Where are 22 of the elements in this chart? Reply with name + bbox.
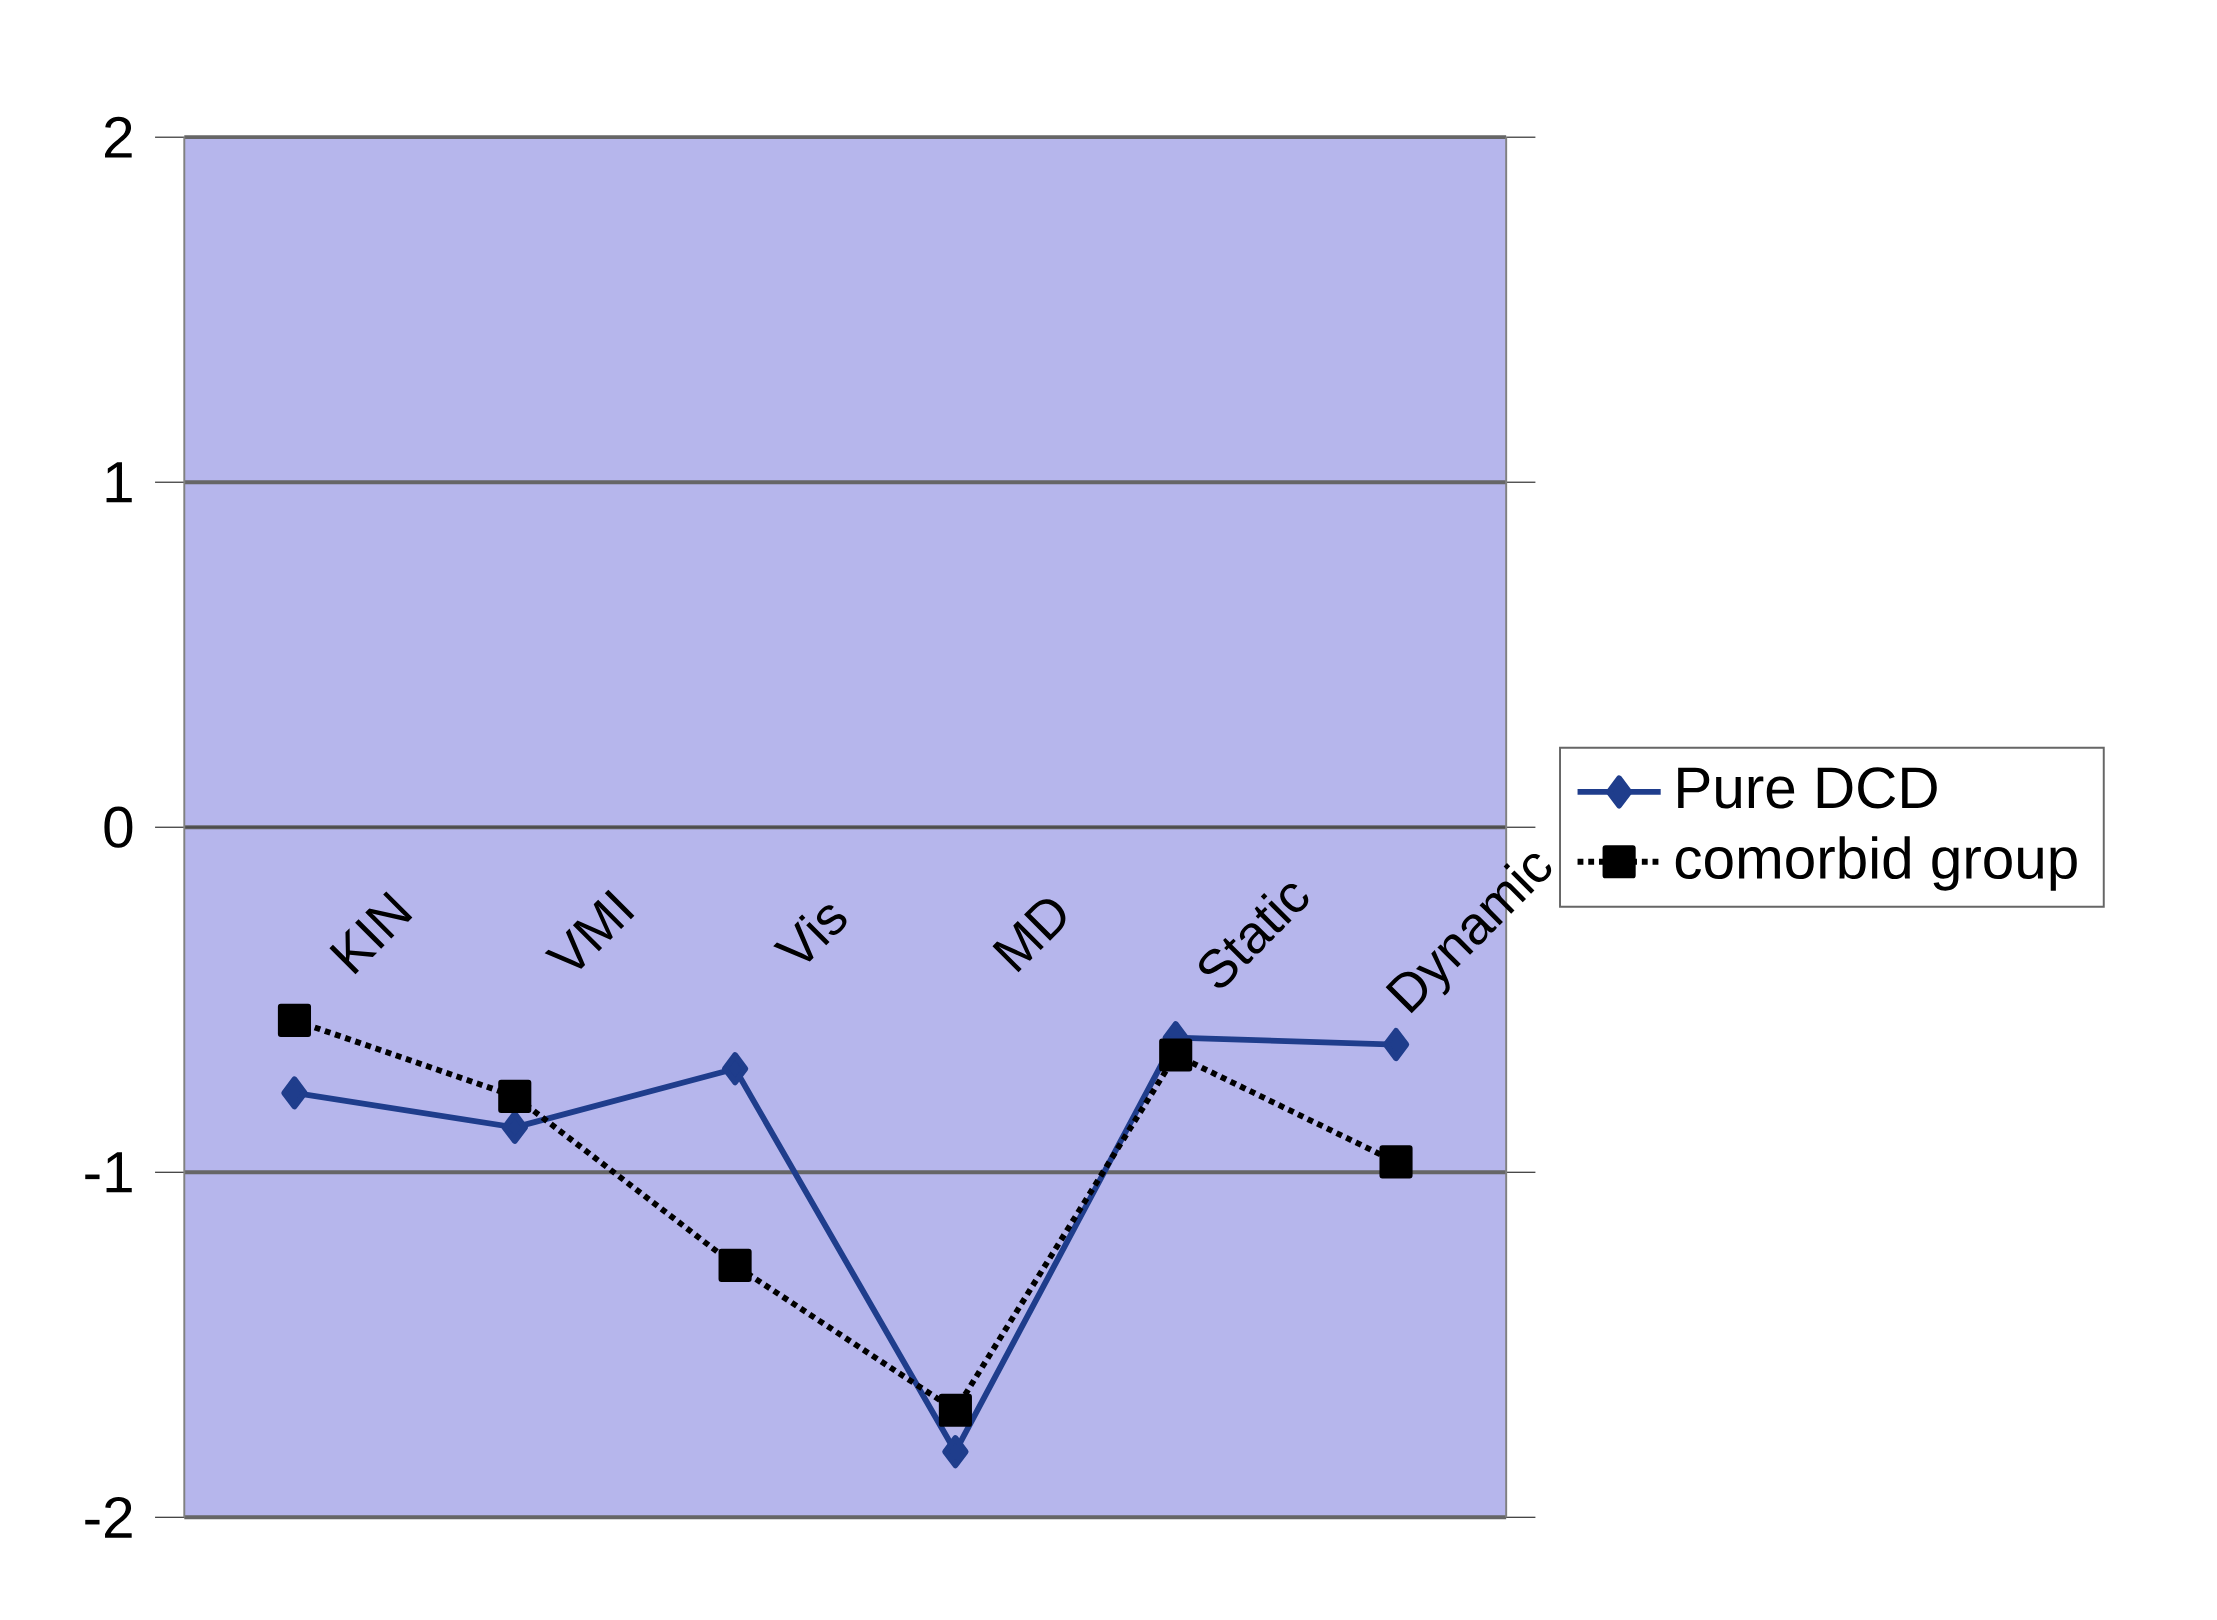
point <box>942 1435 969 1469</box>
point <box>281 1076 308 1110</box>
point <box>1159 1038 1193 1072</box>
point <box>721 1052 749 1086</box>
point <box>277 1003 312 1038</box>
y-tick-label: -1 <box>85 1152 132 1193</box>
y-tick-label: -2 <box>85 1496 132 1538</box>
point <box>718 1248 752 1283</box>
x-tick-label: VMI <box>544 889 635 969</box>
legend-label: Pure DCD <box>1678 767 1937 809</box>
point <box>498 1079 532 1113</box>
point <box>1379 1145 1413 1179</box>
point <box>1382 1028 1410 1062</box>
x-tick-label: Vis <box>773 905 847 962</box>
x-tick-label: KIN <box>329 891 413 975</box>
y-tick-label: 1 <box>106 462 132 503</box>
legend-label: comorbid group <box>1675 836 2077 891</box>
point <box>501 1110 528 1145</box>
x-tick-label: MD <box>992 899 1066 973</box>
y-tick-label: 2 <box>105 116 132 158</box>
y-tick-label: 0 <box>104 806 133 848</box>
point <box>938 1393 972 1427</box>
